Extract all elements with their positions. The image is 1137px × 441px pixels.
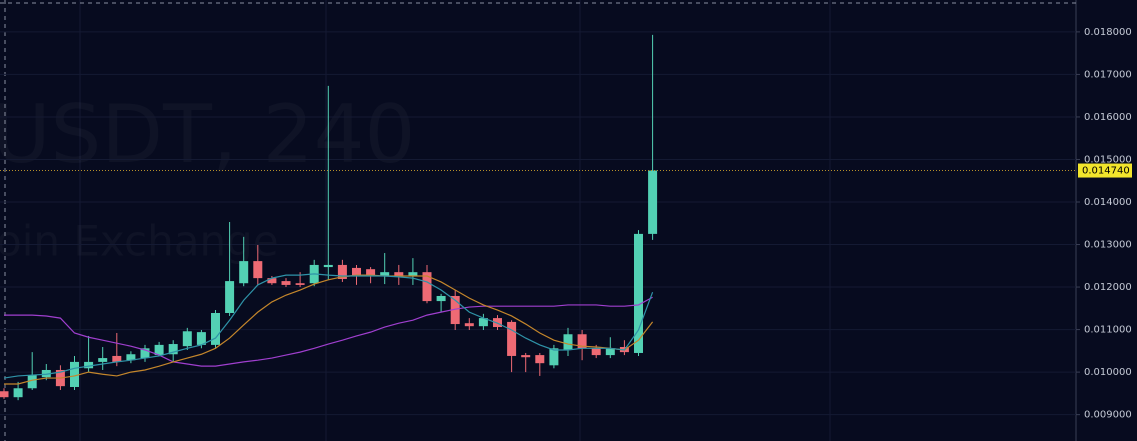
candle-body — [126, 354, 136, 361]
last-price-box — [1078, 163, 1132, 178]
candle-body — [154, 344, 164, 356]
candle-body — [337, 264, 347, 279]
y-tick-label: 0.014000 — [1084, 197, 1132, 208]
candle-body — [295, 283, 305, 285]
candle-body — [648, 170, 658, 234]
candle-body — [323, 264, 333, 268]
candle-body — [605, 348, 615, 356]
candle-body — [211, 312, 220, 345]
candle-body — [253, 261, 263, 279]
candle-body — [478, 318, 488, 327]
y-tick-label: 0.011000 — [1084, 325, 1132, 336]
candle-body — [239, 261, 249, 284]
watermark-subtitle: oin Exchange — [0, 217, 279, 266]
candle-body — [281, 281, 291, 285]
candle-body — [0, 391, 9, 398]
candle-body — [507, 321, 517, 356]
candle-body — [84, 361, 94, 369]
moving-average-line — [4, 274, 654, 385]
y-tick-label: 0.016000 — [1084, 112, 1132, 123]
candle-body — [182, 331, 192, 347]
candle-body — [591, 348, 601, 356]
candle-body — [168, 344, 178, 355]
candle-body — [464, 323, 474, 327]
candle-body — [352, 267, 361, 276]
candle-body — [98, 358, 108, 362]
y-tick-label: 0.013000 — [1084, 240, 1132, 251]
candle-body — [225, 281, 235, 313]
candle-body — [422, 272, 432, 302]
candle-body — [563, 334, 573, 350]
y-tick-label: 0.018000 — [1084, 27, 1132, 38]
candle-body — [267, 278, 277, 284]
y-tick-label: 0.012000 — [1084, 282, 1132, 293]
candle-body — [112, 355, 122, 362]
candle-body — [41, 369, 51, 378]
candle-body — [408, 272, 418, 276]
watermark: USDT, 240 — [0, 88, 415, 181]
y-tick-label: 0.015000 — [1084, 154, 1132, 165]
y-tick-label: 0.017000 — [1084, 69, 1132, 80]
moving-average-line — [4, 296, 653, 367]
candle-body — [394, 272, 404, 277]
candle-body — [549, 348, 559, 366]
candle-body — [13, 388, 23, 398]
candle-body — [577, 334, 587, 349]
candle-body — [380, 272, 390, 276]
moving-average-line — [3, 273, 654, 379]
candle-body — [27, 375, 37, 389]
candle-body — [140, 348, 150, 359]
candle-body — [521, 355, 531, 358]
candle-body — [436, 295, 446, 302]
y-tick-label: 0.009000 — [1084, 410, 1132, 421]
candle-body — [366, 269, 376, 276]
last-price-label: 0.014740 — [1082, 166, 1130, 177]
candle-body — [634, 233, 643, 353]
candle-body — [450, 295, 460, 325]
candle-body — [196, 332, 206, 345]
candle-body — [70, 361, 79, 387]
y-tick-label: 0.010000 — [1084, 367, 1132, 378]
candle-body — [535, 355, 545, 364]
